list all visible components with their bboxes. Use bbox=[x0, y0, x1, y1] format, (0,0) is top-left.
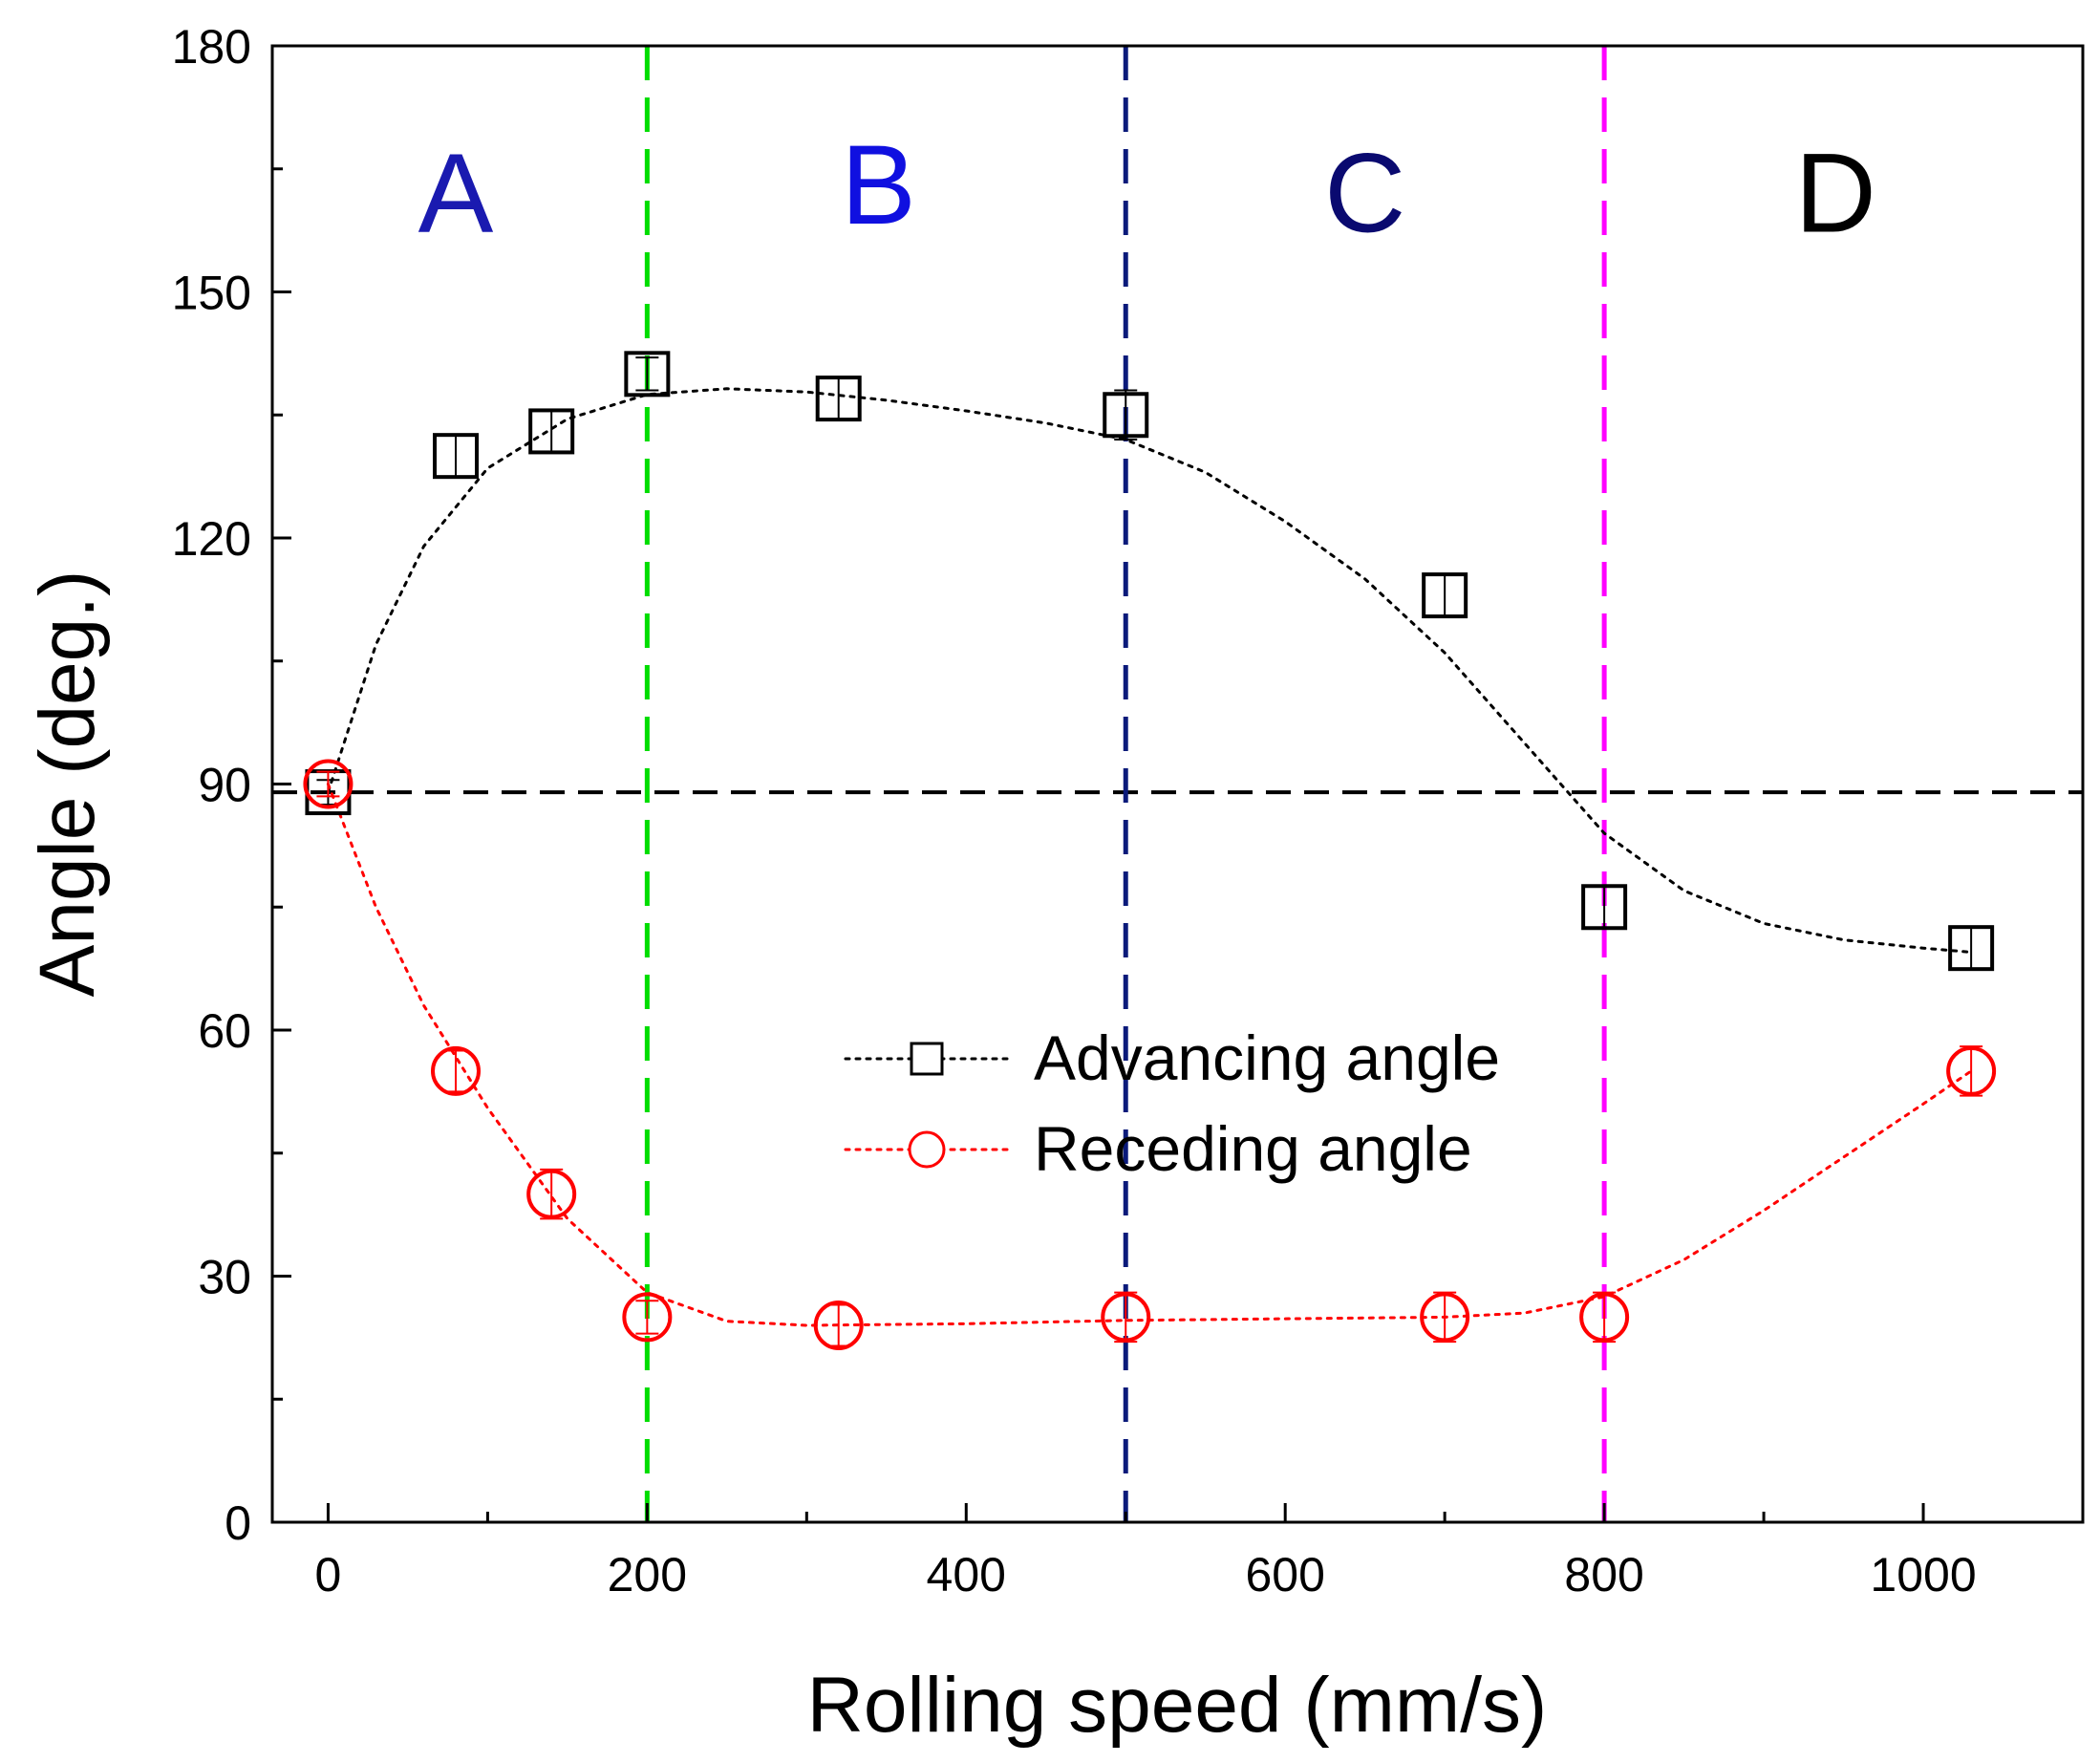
x-tick-label: 0 bbox=[315, 1548, 342, 1602]
square-marker bbox=[815, 376, 862, 422]
y-tick-label: 90 bbox=[198, 759, 251, 812]
x-tick-label: 800 bbox=[1564, 1548, 1643, 1602]
square-marker bbox=[624, 351, 671, 398]
square-marker bbox=[1422, 572, 1468, 619]
circle-marker bbox=[1579, 1292, 1630, 1343]
data-point-advancing bbox=[815, 376, 862, 422]
fit-curve-receding bbox=[326, 783, 1973, 1327]
square-marker bbox=[528, 408, 575, 455]
region-label-c: C bbox=[1324, 131, 1405, 257]
data-markers bbox=[303, 351, 1997, 1350]
x-tick-label: 400 bbox=[927, 1548, 1006, 1602]
reference-lines bbox=[272, 46, 2083, 1522]
y-tick-label: 150 bbox=[172, 267, 251, 320]
square-marker bbox=[1581, 884, 1628, 931]
legend-circle-marker bbox=[908, 1130, 946, 1169]
circle-marker bbox=[813, 1301, 864, 1350]
y-tick-label: 180 bbox=[172, 20, 251, 74]
axes bbox=[270, 44, 2085, 1524]
circle-marker bbox=[526, 1169, 577, 1219]
data-point-receding bbox=[813, 1301, 864, 1350]
data-point-receding bbox=[1420, 1291, 1470, 1344]
circle-marker bbox=[303, 759, 354, 809]
x-tick-label: 200 bbox=[608, 1548, 687, 1602]
data-point-advancing bbox=[624, 351, 671, 398]
y-tick-label: 60 bbox=[198, 1004, 251, 1058]
region-labels: A B C D bbox=[418, 122, 1876, 257]
region-label-b: B bbox=[841, 122, 916, 248]
circle-marker bbox=[1101, 1292, 1151, 1343]
circle-marker bbox=[622, 1292, 673, 1343]
circle-marker bbox=[1420, 1292, 1470, 1343]
data-point-receding bbox=[526, 1168, 577, 1220]
region-label-d: D bbox=[1795, 131, 1876, 257]
data-point-receding bbox=[431, 1045, 482, 1096]
legend-label-advancing: Advancing angle bbox=[1034, 1022, 1500, 1093]
square-marker bbox=[1948, 925, 1995, 972]
x-tick-label: 1000 bbox=[1870, 1548, 1976, 1602]
data-point-advancing bbox=[1581, 884, 1628, 931]
square-marker bbox=[433, 433, 480, 480]
legend: Advancing angle Receding angle bbox=[844, 1022, 1500, 1184]
x-tick-label: 600 bbox=[1245, 1548, 1324, 1602]
y-tick-label: 30 bbox=[198, 1251, 251, 1304]
x-axis-label: Rolling speed (mm/s) bbox=[807, 1662, 1548, 1749]
fit-curves bbox=[326, 387, 1973, 1327]
y-tick-label: 120 bbox=[172, 512, 251, 566]
legend-label-receding: Receding angle bbox=[1034, 1113, 1472, 1184]
y-tick-label: 0 bbox=[225, 1496, 251, 1550]
data-point-receding bbox=[1946, 1045, 1997, 1097]
data-point-receding bbox=[303, 759, 354, 809]
legend-square-marker bbox=[910, 1042, 944, 1076]
region-label-a: A bbox=[418, 131, 494, 257]
data-point-receding bbox=[1101, 1291, 1151, 1344]
y-axis-label: Angle (deg.) bbox=[24, 570, 111, 998]
data-point-advancing bbox=[1948, 925, 1995, 972]
data-point-receding bbox=[622, 1292, 673, 1343]
data-point-receding bbox=[1579, 1291, 1630, 1344]
square-marker bbox=[1103, 392, 1149, 439]
data-point-advancing bbox=[528, 408, 575, 455]
axis-ticks: 0 200 400 600 800 1000 0 30 60 90 120 150 180 bbox=[172, 20, 1977, 1602]
fit-curve-advancing bbox=[326, 387, 1973, 954]
circle-marker bbox=[431, 1045, 482, 1096]
data-point-advancing bbox=[433, 433, 480, 480]
data-point-advancing bbox=[1422, 572, 1468, 619]
data-point-advancing bbox=[1103, 389, 1149, 441]
plot-frame bbox=[270, 44, 2085, 1524]
circle-marker bbox=[1946, 1045, 1997, 1096]
